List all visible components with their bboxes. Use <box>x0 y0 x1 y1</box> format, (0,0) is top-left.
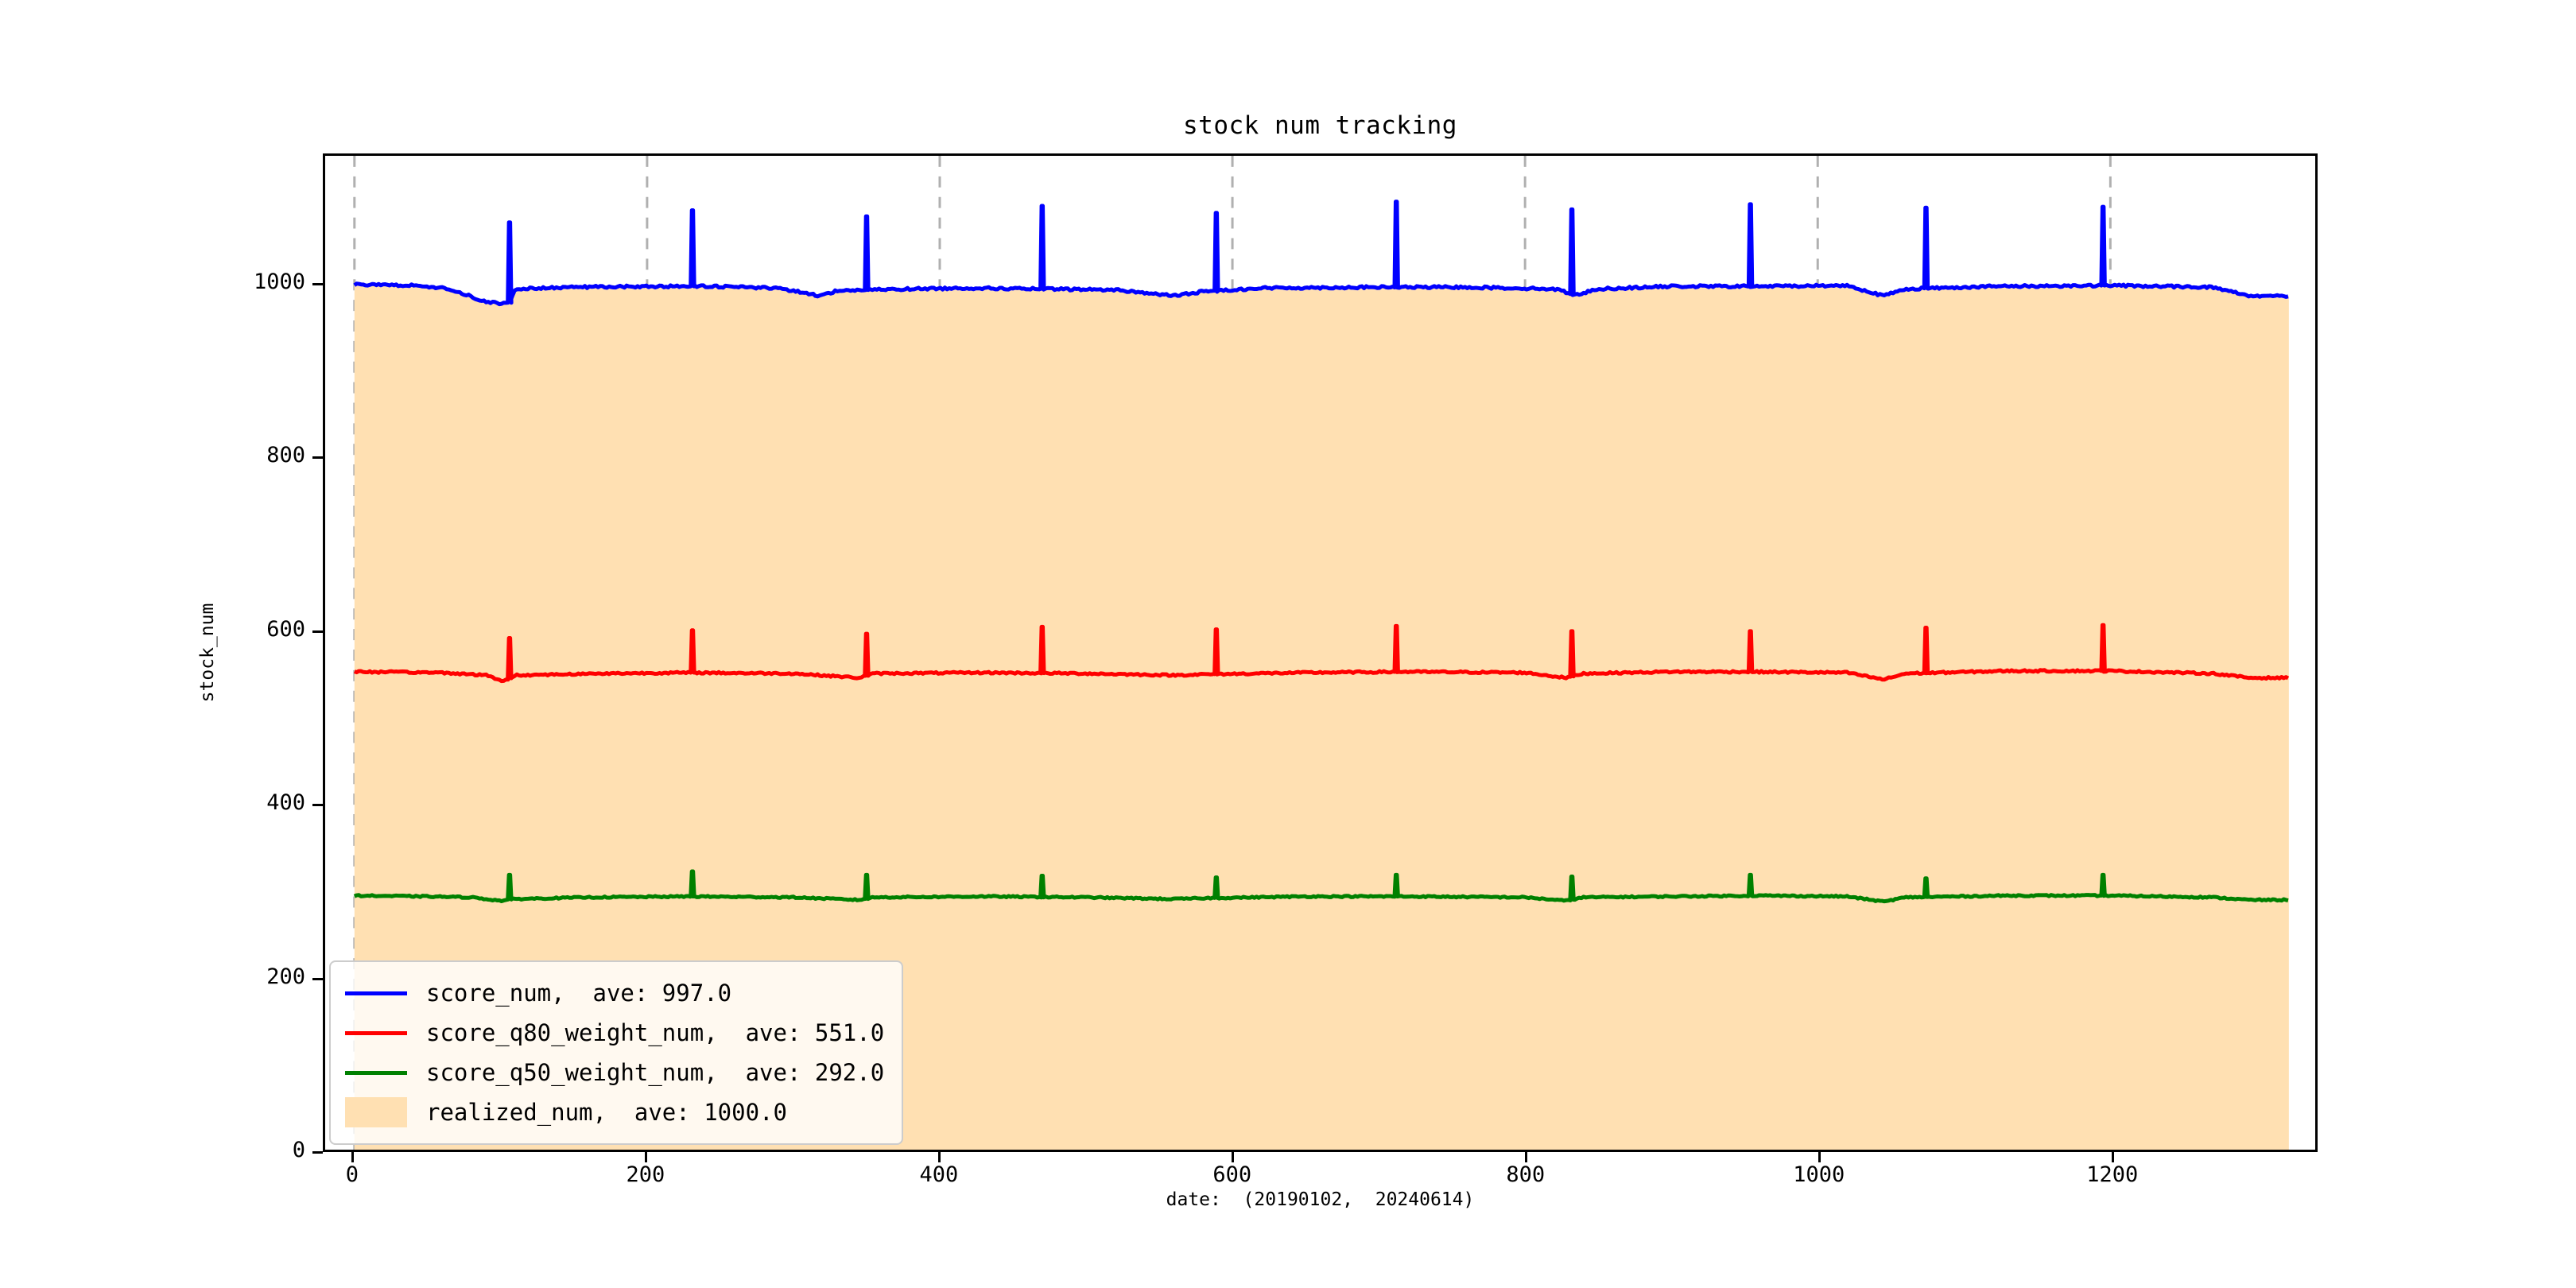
legend-swatch <box>345 1030 407 1035</box>
legend-swatch <box>345 991 407 995</box>
y-tick-mark <box>312 456 323 460</box>
x-tick-label: 1200 <box>2086 1162 2139 1187</box>
plot-area[interactable] <box>323 153 2318 1152</box>
area-realized-num <box>354 284 2289 1150</box>
y-tick-label: 600 <box>266 616 305 642</box>
y-tick-label: 800 <box>266 443 305 468</box>
y-tick-mark <box>312 804 323 807</box>
realized-num-area <box>354 284 2289 1150</box>
x-tick-mark <box>351 1152 354 1162</box>
x-tick-label: 200 <box>626 1162 665 1187</box>
legend-row[interactable]: realized_num, ave: 1000.0 <box>345 1092 884 1132</box>
legend-row[interactable]: score_q80_weight_num, ave: 551.0 <box>345 1013 884 1053</box>
legend-patch-icon <box>345 1097 407 1127</box>
legend-row[interactable]: score_num, ave: 997.0 <box>345 973 884 1013</box>
legend-line-icon <box>345 1070 407 1075</box>
x-tick-label: 1000 <box>1793 1162 1845 1187</box>
x-tick-mark <box>2111 1152 2114 1162</box>
legend-label: score_q50_weight_num, ave: 292.0 <box>426 1059 885 1086</box>
x-tick-label: 400 <box>919 1162 959 1187</box>
y-tick-label: 200 <box>266 964 305 989</box>
series-lines <box>353 200 2290 904</box>
legend-label: score_q80_weight_num, ave: 551.0 <box>426 1019 885 1046</box>
y-axis-label: stock_num <box>197 603 218 703</box>
legend-label: score_num, ave: 997.0 <box>426 980 732 1007</box>
line-score-q80-weight-num <box>353 623 2290 684</box>
x-tick-mark <box>1231 1152 1234 1162</box>
y-tick-mark <box>312 1151 323 1154</box>
x-tick-mark <box>1524 1152 1527 1162</box>
line-score-q50-weight-num <box>353 869 2289 904</box>
legend-line-icon <box>345 991 407 995</box>
x-tick-label: 800 <box>1506 1162 1546 1187</box>
line-score-num <box>353 200 2289 307</box>
x-tick-label: 0 <box>345 1162 359 1187</box>
x-tick-mark <box>1818 1152 1821 1162</box>
y-tick-label: 1000 <box>253 269 305 294</box>
y-tick-mark <box>312 977 323 980</box>
legend-swatch <box>345 1097 407 1127</box>
x-tick-label: 600 <box>1212 1162 1252 1187</box>
legend-line-icon <box>345 1030 407 1035</box>
y-tick-mark <box>312 630 323 633</box>
y-tick-mark <box>312 282 323 285</box>
legend-row[interactable]: score_q50_weight_num, ave: 292.0 <box>345 1053 884 1092</box>
y-tick-label: 400 <box>266 790 305 816</box>
chart-title: stock num tracking <box>1183 111 1457 140</box>
legend-label: realized_num, ave: 1000.0 <box>426 1099 787 1126</box>
legend-swatch <box>345 1070 407 1075</box>
y-tick-label: 0 <box>292 1138 305 1162</box>
x-tick-mark <box>644 1152 647 1162</box>
x-axis-label: date: (20190102, 20240614) <box>1166 1189 1475 1210</box>
x-tick-mark <box>937 1152 941 1162</box>
legend-box[interactable]: score_num, ave: 997.0 score_q80_weight_nu… <box>329 960 904 1145</box>
